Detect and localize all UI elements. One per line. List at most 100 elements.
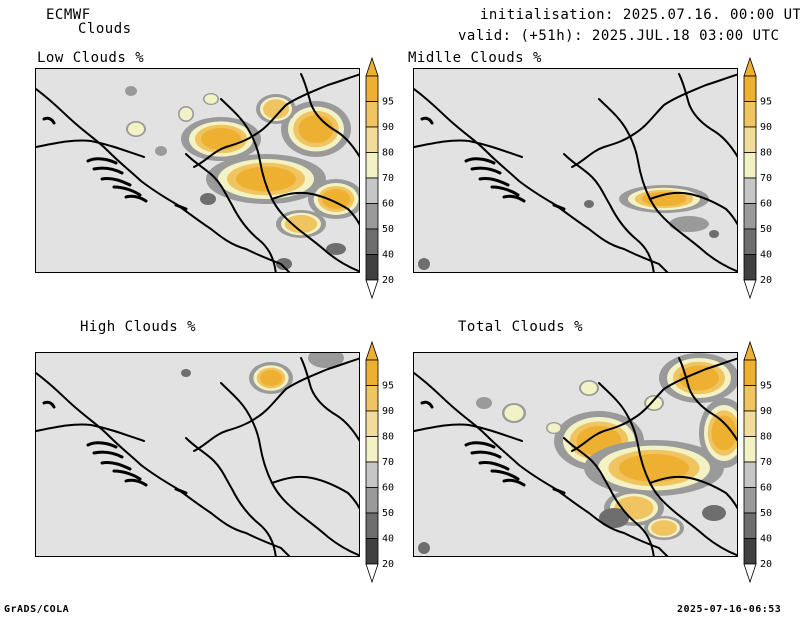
island: [124, 194, 148, 203]
island: [86, 441, 118, 449]
cloud-cover-region: [125, 86, 137, 96]
colorbar-tick-label: 80: [760, 432, 772, 443]
island: [420, 400, 434, 409]
country-border: [36, 423, 145, 442]
cloud-cover-region: [155, 146, 167, 156]
init-time: initialisation: 2025.07.16. 00:00 UTC: [480, 7, 800, 23]
cloud-cover-region: [646, 396, 662, 410]
country-border: [193, 73, 359, 168]
colorbar-segment: [743, 203, 757, 230]
product-name: Clouds: [78, 21, 132, 37]
coastline: [414, 88, 669, 272]
country-border: [563, 437, 655, 556]
island: [174, 203, 188, 211]
middle-clouds-title: Midlle Clouds %: [408, 50, 542, 66]
cloud-cover-region: [584, 200, 594, 208]
total-colorbar: 20 40 50 60 70 80 90 95: [740, 340, 785, 584]
country-border: [571, 73, 737, 168]
country-border: [678, 73, 737, 158]
country-border: [571, 357, 737, 452]
coastline: [414, 372, 669, 556]
colorbar-tick-label: 95: [760, 97, 772, 108]
country-border: [185, 437, 277, 556]
colorbar-segment: [365, 385, 379, 412]
colorbar-tick-label: 50: [382, 508, 394, 519]
cloud-cover-region: [181, 369, 191, 377]
island: [174, 487, 188, 495]
colorbar-tick-label: 20: [382, 275, 394, 286]
cloud-cover-region: [284, 214, 318, 234]
colorbar-tick-label: 40: [382, 250, 394, 261]
island: [502, 194, 526, 203]
island: [42, 400, 56, 409]
country-border: [193, 357, 359, 452]
colorbar-arrow-top: [365, 340, 379, 361]
total-clouds-map-svg: [414, 353, 737, 556]
colorbar-arrow-bottom: [743, 279, 757, 300]
island: [502, 478, 526, 487]
high-clouds-map-svg: [36, 353, 359, 556]
map-boundaries: [36, 357, 359, 556]
colorbar-arrow-top: [365, 56, 379, 77]
colorbar-segment: [743, 385, 757, 412]
colorbar-tick-label: 70: [382, 173, 394, 184]
colorbar-tick-label: 90: [382, 122, 394, 133]
colorbar-segment: [365, 461, 379, 488]
colorbar-tick-label: 20: [760, 275, 772, 286]
colorbar-segment: [743, 101, 757, 128]
colorbar-segment: [743, 254, 757, 281]
colorbar-tick-label: 95: [760, 381, 772, 392]
colorbar-tick-label: 40: [382, 534, 394, 545]
colorbar-tick-label: 90: [760, 122, 772, 133]
colorbar-segment: [365, 436, 379, 463]
island: [490, 469, 520, 481]
cloud-cover-region: [619, 454, 689, 482]
colorbar-segment: [743, 126, 757, 153]
cloud-cover-region: [711, 415, 737, 451]
island: [552, 487, 566, 495]
cloud-cover-region: [201, 128, 241, 150]
colorbar-segment: [743, 487, 757, 514]
colorbar-tick-label: 95: [382, 97, 394, 108]
island: [92, 166, 124, 175]
colorbar-segment: [365, 359, 379, 386]
low-colorbar: 20 40 50 60 70 80 90 95: [362, 56, 407, 300]
colorbar-tick-label: 70: [760, 457, 772, 468]
colorbar-segment: [743, 75, 757, 102]
colorbar-arrow-bottom: [365, 563, 379, 584]
high-clouds-map: [35, 352, 360, 557]
island: [100, 177, 132, 187]
colorbar-tick-label: 60: [760, 483, 772, 494]
colorbar-segment: [365, 75, 379, 102]
middle-clouds-map: [413, 68, 738, 273]
island: [112, 469, 142, 481]
colorbar-tick-label: 60: [382, 199, 394, 210]
colorbar-tick-label: 70: [382, 457, 394, 468]
island: [420, 116, 434, 125]
cloud-cover-region: [651, 520, 677, 536]
colorbar-segment: [365, 203, 379, 230]
cloud-cover-region: [581, 381, 597, 395]
colorbar-segment: [743, 177, 757, 204]
colorbar-arrow-top: [743, 340, 757, 361]
island: [478, 177, 510, 187]
island: [464, 441, 496, 449]
cloud-cover-region: [179, 107, 193, 121]
cloud-cover-region: [476, 397, 492, 409]
cloud-cover-region: [322, 189, 350, 209]
colorbar-tick-label: 90: [760, 406, 772, 417]
cloud-cover-region: [679, 365, 719, 391]
country-border: [649, 191, 737, 226]
cloud-cover-region: [260, 370, 282, 386]
colorbar-tick-label: 40: [760, 534, 772, 545]
colorbar-tick-label: 50: [760, 224, 772, 235]
island: [478, 461, 510, 471]
middle-clouds-map-svg: [414, 73, 737, 272]
model-name: ECMWF: [46, 7, 91, 23]
colorbar-segment: [743, 359, 757, 386]
cloud-cover-region: [128, 122, 144, 136]
country-border: [300, 357, 359, 442]
footer-software: GrADS/COLA: [4, 604, 70, 615]
colorbar-tick-label: 50: [760, 508, 772, 519]
country-border: [414, 423, 523, 442]
